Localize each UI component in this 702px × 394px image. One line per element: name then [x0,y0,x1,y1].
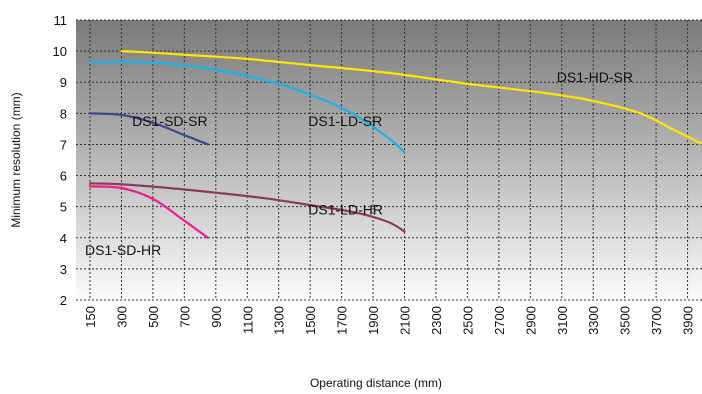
x-tick-label-2500: 2500 [460,306,475,335]
x-axis-title: Operating distance (mm) [310,376,442,390]
series-line-ds1-ld-hr [88,182,406,233]
x-tick-label-700: 700 [177,306,192,328]
x-tick-label-2100: 2100 [398,306,413,335]
y-tick-label-4: 4 [60,231,67,246]
x-tick-label-500: 500 [146,306,161,328]
x-tick-label-3700: 3700 [649,306,664,335]
series-layer [88,50,702,239]
x-tick-label-3300: 3300 [586,306,601,335]
y-tick-label-11: 11 [54,13,68,28]
y-tick-label-3: 3 [60,262,67,277]
y-tick-label-6: 6 [60,169,67,184]
x-tick-label-3100: 3100 [555,306,570,335]
series-label-ds1-hd-sr: DS1-HD-SR [557,69,633,85]
y-axis-tick-labels: 2 3 4 5 6 7 8 9 10 11 [53,13,67,308]
series-label-ds1-sd-hr: DS1-SD-HR [85,242,161,258]
y-tick-label-2: 2 [60,293,67,308]
series-line-ds1-sd-sr [88,112,210,146]
series-label-ds1-ld-sr: DS1-LD-SR [308,113,382,129]
series-labels: DS1-HD-SR DS1-LD-SR DS1-SD-SR DS1-LD-HR DS1-… [85,69,633,258]
y-tick-label-7: 7 [60,137,67,152]
series-line-ds1-sd-hr [88,185,210,239]
x-tick-label-3900: 3900 [681,306,696,335]
y-axis-title: Minimum resolution (mm) [9,92,23,227]
x-tick-label-900: 900 [209,306,224,328]
x-tick-label-2900: 2900 [523,306,538,335]
x-tick-label-1500: 1500 [303,306,318,335]
x-tick-label-300: 300 [114,306,129,328]
grid-horizontal [76,19,702,301]
y-tick-label-5: 5 [60,200,67,215]
x-axis-tick-labels: 150 300 500 700 900 1100 1300 1500 1700 1900 2100 2… [83,306,696,335]
x-tick-label-1100: 1100 [240,306,255,334]
y-tick-label-8: 8 [60,106,67,121]
y-tick-label-9: 9 [60,75,67,90]
x-tick-label-150: 150 [83,306,98,328]
series-line-ds1-hd-sr [120,50,702,146]
series-label-ds1-ld-hr: DS1-LD-HR [308,201,383,217]
series-label-ds1-sd-sr: DS1-SD-SR [132,113,207,129]
series-line-ds1-ld-sr [88,60,406,154]
x-tick-label-1300: 1300 [272,306,287,335]
x-tick-label-3500: 3500 [618,306,633,335]
grid-vertical [89,20,689,300]
x-tick-label-1900: 1900 [366,306,381,335]
x-tick-label-2300: 2300 [429,306,444,335]
x-tick-label-2700: 2700 [492,306,507,335]
plot-area [76,20,702,300]
x-tick-label-1700: 1700 [335,306,350,335]
y-tick-label-10: 10 [53,44,67,59]
